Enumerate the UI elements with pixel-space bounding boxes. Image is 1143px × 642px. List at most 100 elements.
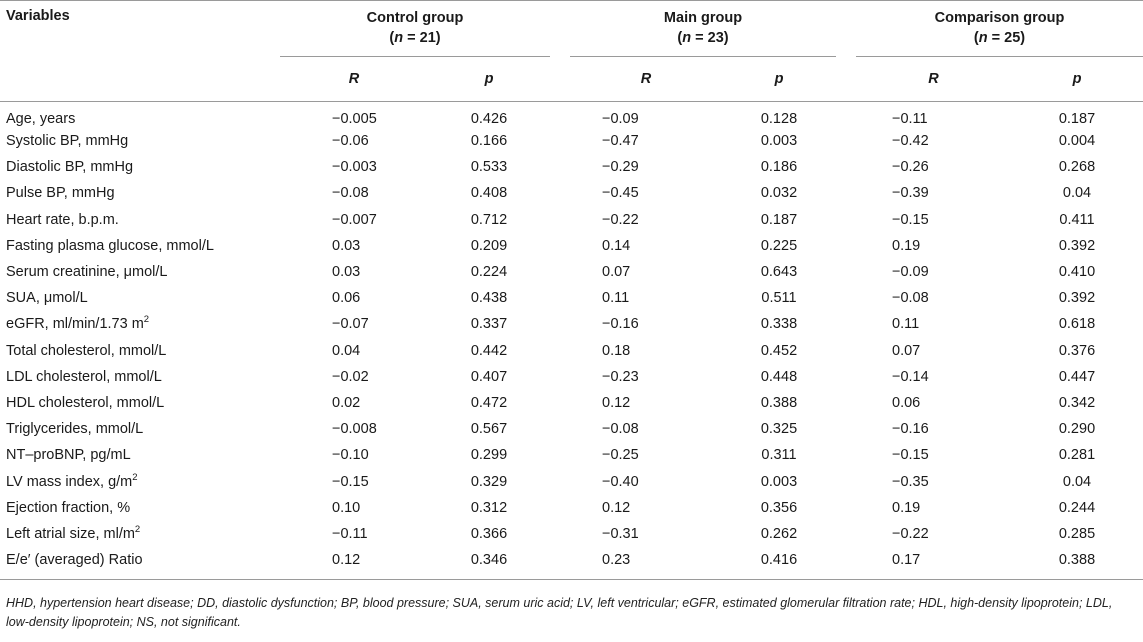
- control-r-cell: −0.02: [332, 368, 369, 385]
- main-p-cell: 0.225: [760, 237, 798, 254]
- main-r-cell: 0.12: [602, 499, 631, 516]
- comparison-r-cell: −0.08: [892, 290, 929, 307]
- table-body: Age, years −0.005 0.426 −0.09 0.128 −0.11 0.18…: [0, 102, 1143, 580]
- control-r-cell: −0.003: [332, 159, 377, 176]
- main-p-cell: 0.448: [760, 368, 798, 385]
- comparison-r-cell: 0.19: [892, 237, 921, 254]
- main-p-cell: 0.452: [760, 342, 798, 359]
- main-r-cell: 0.23: [602, 552, 631, 569]
- comparison-p-cell: 0.281: [1058, 447, 1096, 464]
- main-r-cell: 0.07: [602, 264, 631, 281]
- comparison-p-cell: 0.285: [1058, 525, 1096, 542]
- table-row: eGFR, ml/min/1.73 m2 −0.07 0.337 −0.16 0.338…: [0, 311, 1143, 337]
- main-group-n: (n = 23): [677, 30, 729, 46]
- control-p-cell: 0.366: [470, 525, 508, 542]
- control-group-name: Control group: [366, 10, 464, 26]
- row-label: Left atrial size, ml/m2: [6, 524, 141, 542]
- control-r-cell: 0.06: [332, 290, 361, 307]
- main-r-cell: 0.18: [602, 342, 631, 359]
- main-p-cell: 0.388: [760, 394, 798, 411]
- main-p-cell: 0.262: [760, 525, 798, 542]
- table-row: Ejection fraction, % 0.10 0.312 0.12 0.356 0.…: [0, 495, 1143, 521]
- main-p-cell: 0.338: [760, 316, 798, 333]
- control-r-cell: −0.10: [332, 447, 369, 464]
- main-p-cell: 0.356: [760, 499, 798, 516]
- main-p-cell: 0.325: [760, 421, 798, 438]
- comparison-p-cell: 0.342: [1058, 394, 1096, 411]
- comparison-p-cell: 0.244: [1058, 499, 1096, 516]
- main-r-cell: −0.45: [602, 185, 639, 202]
- row-label: Age, years: [6, 111, 76, 127]
- comparison-r-cell: −0.09: [892, 264, 929, 281]
- row-label: E/e′ (averaged) Ratio: [6, 552, 143, 569]
- main-group-header: Main group (n = 23): [570, 0, 836, 57]
- comparison-r-cell: 0.07: [892, 342, 921, 359]
- comparison-p-cell: 0.376: [1058, 342, 1096, 359]
- row-label: Systolic BP, mmHg: [6, 133, 129, 150]
- table-row: Left atrial size, ml/m2 −0.11 0.366 −0.31 0.…: [0, 521, 1143, 547]
- main-r-cell: −0.29: [602, 159, 639, 176]
- control-r-cell: −0.07: [332, 316, 369, 333]
- comparison-r-cell: −0.15: [892, 211, 929, 228]
- comparison-p-cell: 0.392: [1058, 290, 1096, 307]
- control-r-cell: −0.005: [332, 111, 377, 127]
- main-r-cell: −0.16: [602, 316, 639, 333]
- control-r-cell: 0.03: [332, 237, 361, 254]
- row-label: Heart rate, b.p.m.: [6, 211, 119, 228]
- control-p-cell: 0.299: [470, 447, 508, 464]
- comparison-r-cell: −0.39: [892, 185, 929, 202]
- comparison-p-cell: 0.410: [1058, 264, 1096, 281]
- main-r-cell: 0.12: [602, 394, 631, 411]
- comparison-r-cell: 0.11: [892, 316, 920, 333]
- main-r-header: R: [640, 71, 652, 87]
- table-row: Total cholesterol, mmol/L 0.04 0.442 0.18 0.…: [0, 338, 1143, 364]
- comparison-r-cell: −0.16: [892, 421, 929, 438]
- control-r-cell: −0.08: [332, 185, 369, 202]
- main-group-name: Main group: [663, 10, 743, 26]
- main-p-cell: 0.032: [760, 185, 798, 202]
- control-p-cell: 0.712: [470, 211, 508, 228]
- comparison-p-cell: 0.290: [1058, 421, 1096, 438]
- comparison-r-cell: −0.14: [892, 368, 929, 385]
- main-p-cell: 0.128: [760, 111, 798, 127]
- row-label: Diastolic BP, mmHg: [6, 159, 134, 176]
- table-row: E/e′ (averaged) Ratio 0.12 0.346 0.23 0.416 0…: [0, 547, 1143, 580]
- main-p-cell: 0.003: [760, 133, 798, 150]
- control-r-cell: −0.11: [332, 525, 368, 542]
- comparison-p-cell: 0.411: [1059, 211, 1095, 228]
- comparison-r-header: R: [928, 71, 939, 87]
- row-label: HDL cholesterol, mmol/L: [6, 394, 165, 411]
- comparison-p-cell: 0.618: [1058, 316, 1096, 333]
- control-p-cell: 0.472: [470, 394, 508, 411]
- table-row: LDL cholesterol, mmol/L −0.02 0.407 −0.23 0.…: [0, 364, 1143, 390]
- comparison-p-cell: 0.388: [1058, 552, 1096, 569]
- comparison-p-cell: 0.392: [1058, 237, 1096, 254]
- comparison-r-cell: −0.42: [892, 133, 929, 150]
- table-row: NT–proBNP, pg/mL −0.10 0.299 −0.25 0.311 −0.1…: [0, 442, 1143, 468]
- table-row: HDL cholesterol, mmol/L 0.02 0.472 0.12 0.38…: [0, 390, 1143, 416]
- control-p-cell: 0.442: [470, 342, 508, 359]
- main-r-cell: −0.47: [602, 133, 639, 150]
- comparison-r-cell: −0.22: [892, 525, 929, 542]
- control-r-cell: −0.15: [332, 473, 369, 490]
- row-label: Serum creatinine, μmol/L: [6, 264, 168, 281]
- comparison-p-header: p: [1072, 71, 1082, 87]
- main-r-cell: −0.08: [602, 421, 639, 438]
- comparison-group-n: (n = 25): [973, 30, 1026, 46]
- table-row: LV mass index, g/m2 −0.15 0.329 −0.40 0.003 −…: [0, 468, 1143, 494]
- main-r-cell: −0.31: [602, 525, 639, 542]
- control-r-cell: −0.06: [332, 133, 369, 150]
- control-r-cell: −0.008: [332, 421, 377, 438]
- main-p-header: p: [774, 71, 784, 87]
- main-r-cell: −0.09: [602, 111, 639, 127]
- comparison-r-cell: −0.26: [892, 159, 929, 176]
- row-label: Triglycerides, mmol/L: [6, 421, 144, 438]
- row-label: SUA, μmol/L: [6, 290, 88, 307]
- control-p-cell: 0.224: [470, 264, 508, 281]
- comparison-r-cell: 0.06: [892, 394, 921, 411]
- main-r-cell: −0.23: [602, 368, 639, 385]
- main-p-cell: 0.511: [761, 290, 797, 307]
- comparison-p-cell: 0.187: [1058, 111, 1096, 127]
- comparison-r-cell: 0.19: [892, 499, 921, 516]
